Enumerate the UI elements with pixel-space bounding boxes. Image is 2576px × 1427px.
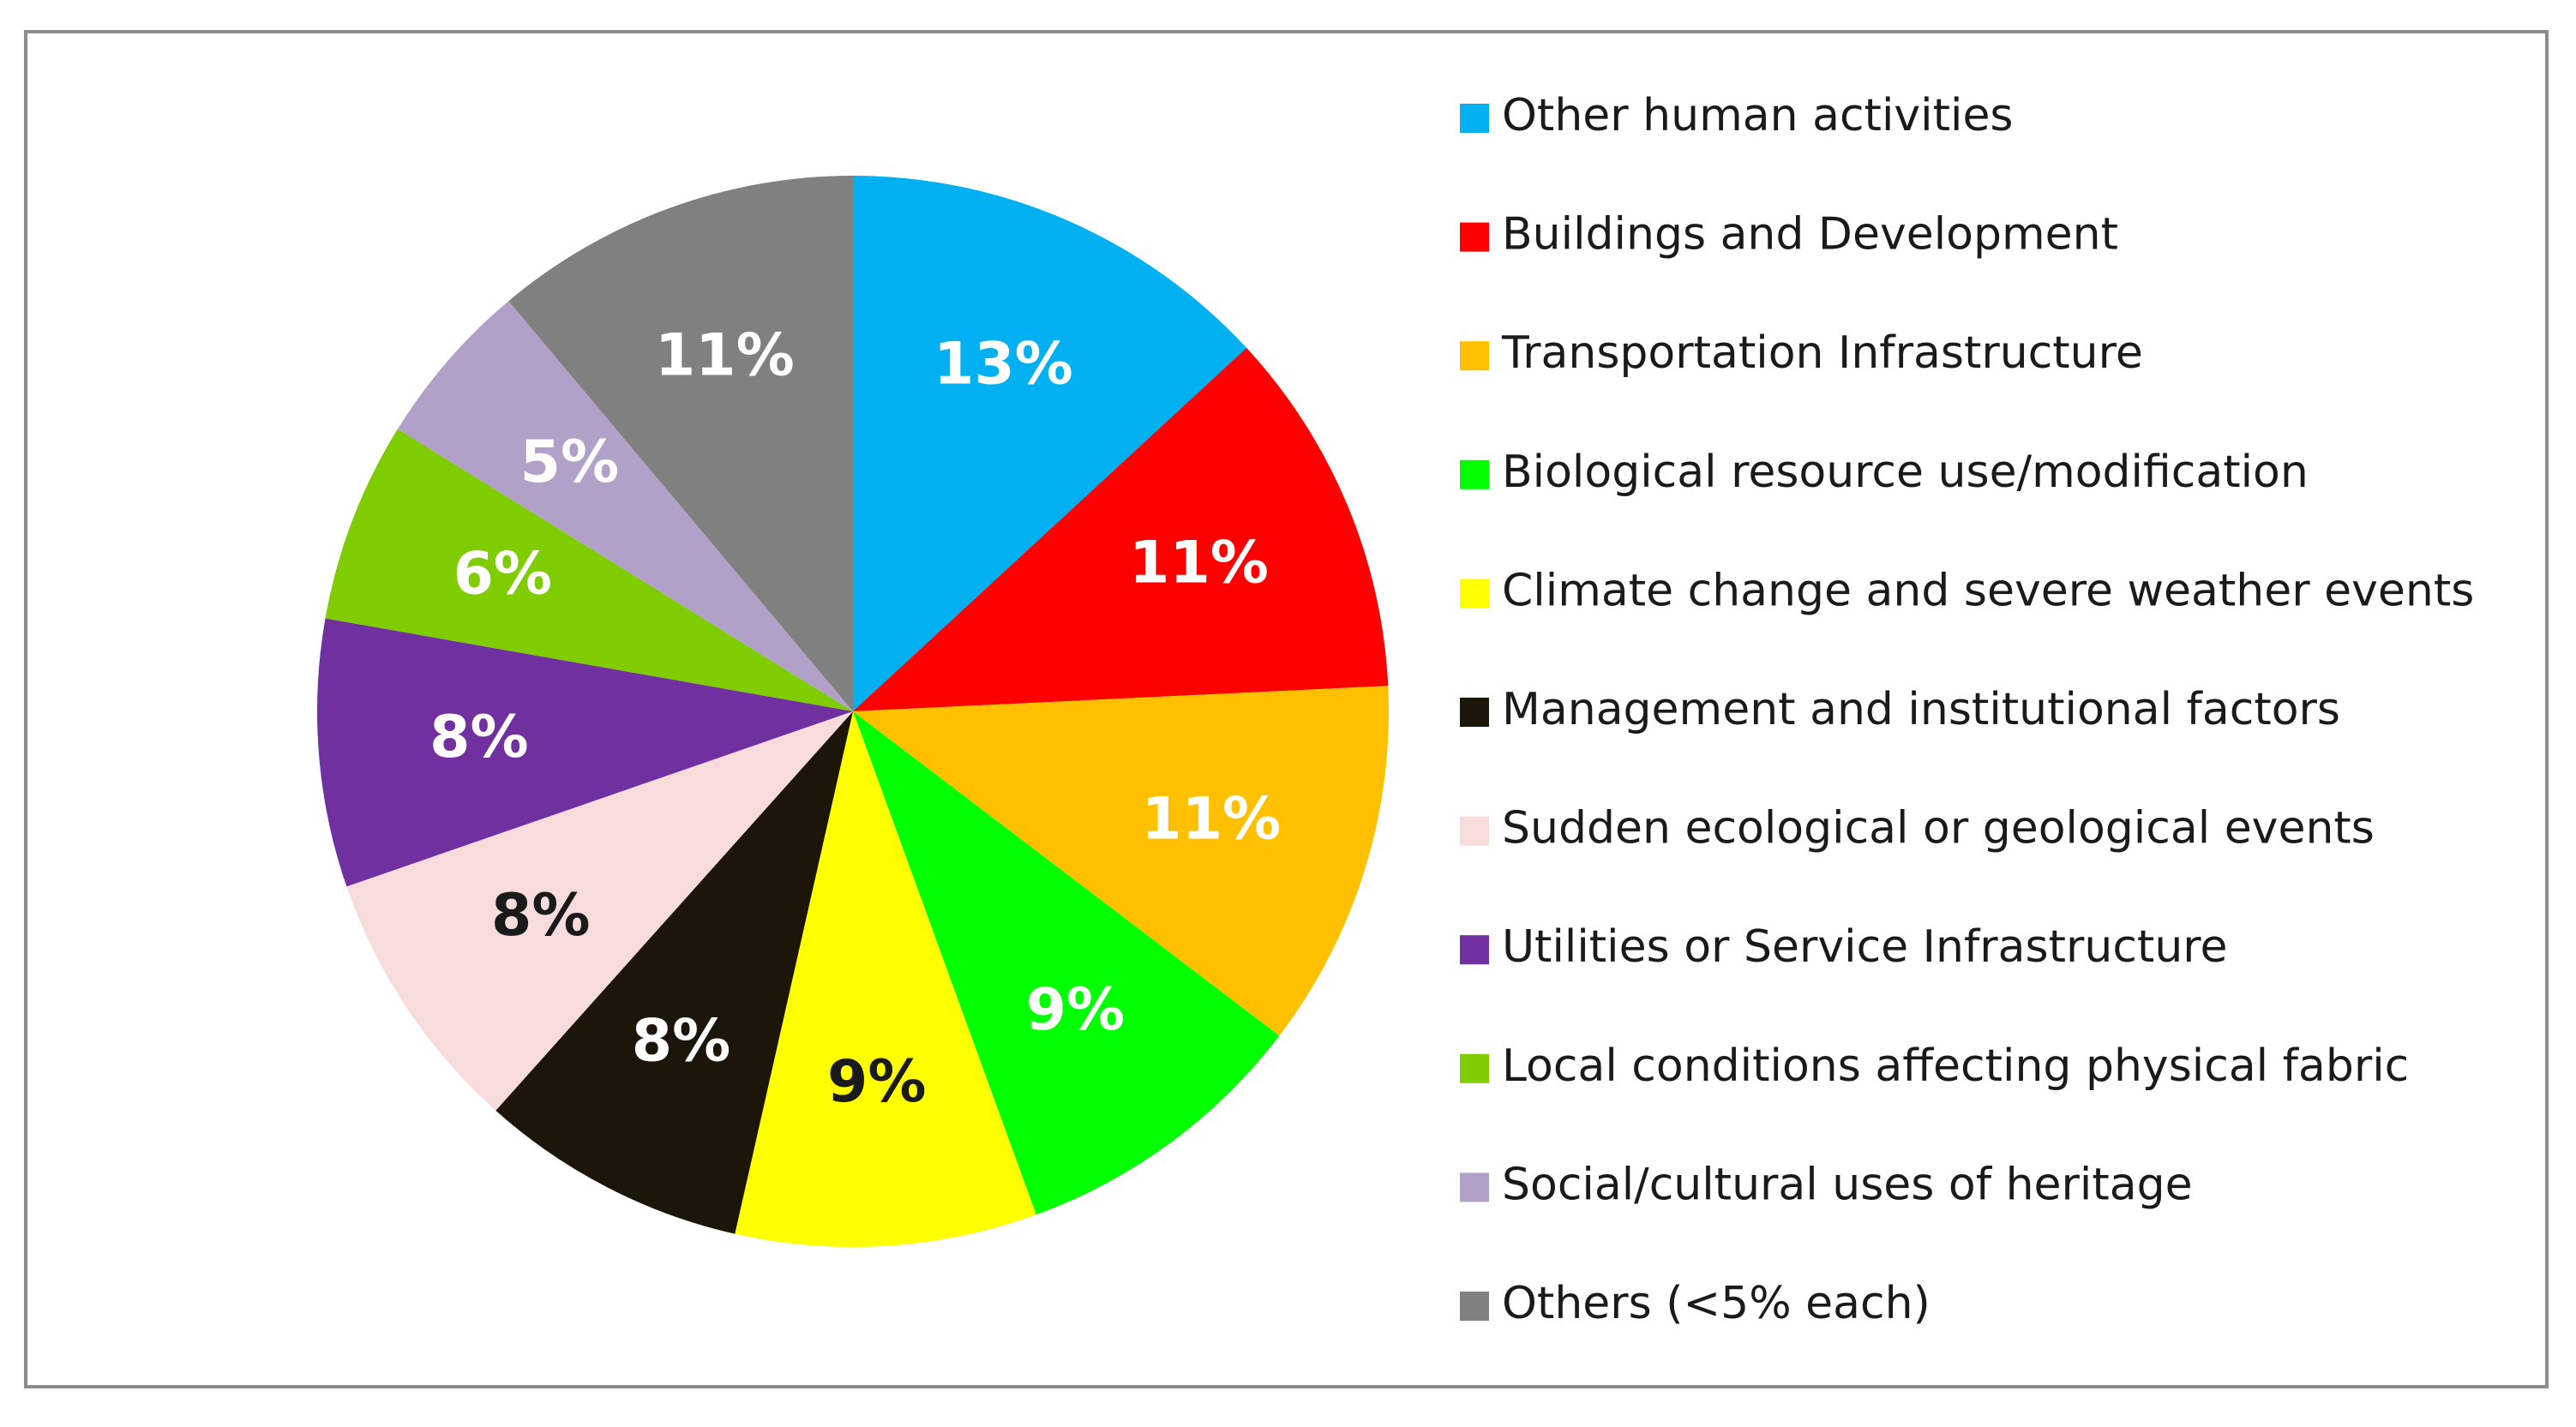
pie-slice xyxy=(853,176,1247,711)
legend-swatch xyxy=(1460,579,1489,609)
pie-slice xyxy=(508,175,853,711)
legend: Other human activities Buildings and Deve… xyxy=(1460,90,2474,1329)
legend-entry-label: Other human activities xyxy=(1502,90,2014,141)
pie-slice xyxy=(317,618,853,887)
legend-entry-label: Sudden ecological or geological events xyxy=(1502,803,2375,854)
pie-slice xyxy=(735,711,1036,1247)
pie-slice xyxy=(853,347,1389,711)
legend-swatch xyxy=(1460,698,1489,727)
legend-entry-label: Transportation Infrastructure xyxy=(1501,327,2143,379)
pie-slice xyxy=(325,429,854,711)
slice-data-label: 9% xyxy=(827,1048,926,1116)
pie-slice xyxy=(853,711,1280,1215)
pie-slice xyxy=(346,711,853,1111)
legend-entry-label: Others (<5% each) xyxy=(1502,1278,1930,1329)
slice-data-label: 11% xyxy=(655,321,795,389)
legend-swatch xyxy=(1460,222,1489,252)
slice-data-label: 11% xyxy=(1129,530,1269,597)
slice-data-label: 6% xyxy=(453,540,552,608)
pie-slice xyxy=(397,301,853,711)
legend-swatch xyxy=(1460,816,1489,846)
slice-data-label: 8% xyxy=(429,704,528,771)
legend-entry-label: Local conditions affecting physical fabr… xyxy=(1502,1040,2409,1092)
pie-slices xyxy=(317,175,1389,1247)
slice-data-label: 8% xyxy=(632,1007,730,1075)
pie-data-labels: 13% 11% 11% 9% 9% 8% 8% 8% 6% 5% 11% xyxy=(429,321,1281,1116)
slice-data-label: 5% xyxy=(520,429,619,496)
legend-swatch xyxy=(1460,1292,1489,1321)
legend-swatch xyxy=(1460,935,1489,965)
slice-data-label: 9% xyxy=(1026,976,1125,1044)
legend-swatch xyxy=(1460,104,1489,133)
legend-swatch xyxy=(1460,459,1489,489)
legend-swatch xyxy=(1460,1053,1489,1083)
pie-slice xyxy=(853,686,1389,1036)
legend-entry-label: Utilities or Service Infrastructure xyxy=(1502,921,2228,973)
legend-entry-label: Buildings and Development xyxy=(1502,209,2118,261)
legend-entry-label: Climate change and severe weather events xyxy=(1502,565,2474,616)
slice-data-label: 13% xyxy=(934,331,1073,399)
pie-slice xyxy=(495,711,853,1234)
legend-entry-label: Biological resource use/modification xyxy=(1502,447,2309,498)
legend-swatch xyxy=(1460,1172,1489,1202)
legend-entry-label: Management and institutional factors xyxy=(1502,684,2340,735)
legend-entry-label: Social/cultural uses of heritage xyxy=(1502,1159,2193,1210)
slice-data-label: 8% xyxy=(491,882,590,950)
legend-swatch xyxy=(1460,341,1489,371)
slice-data-label: 11% xyxy=(1141,785,1281,853)
